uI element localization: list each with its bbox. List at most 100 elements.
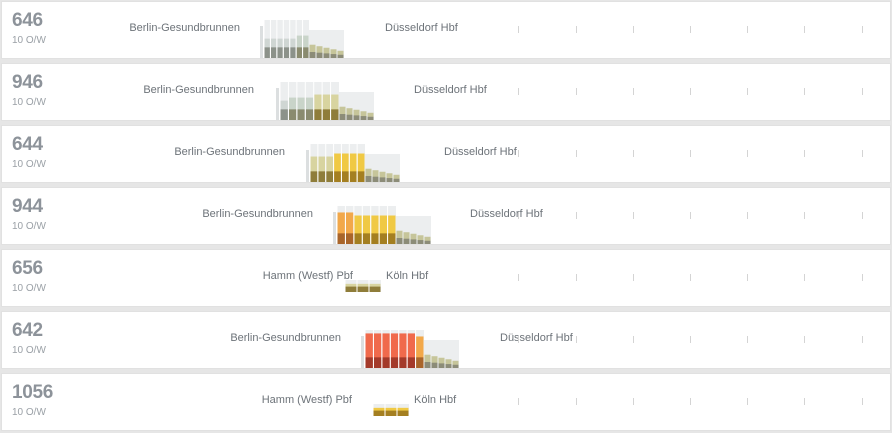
tail-bar-bottom [365,176,372,182]
occupancy-bar-bottom [390,357,399,368]
chart-lead-in [361,336,364,368]
occupancy-bar-bottom [322,109,331,120]
origin-station: Berlin-Gesundbrunnen [230,332,341,344]
timeline-ticks [2,126,890,182]
timeline-tick [576,336,577,343]
tail-bar-bottom [396,238,403,244]
timeline-tick [633,398,634,405]
timeline-tick [747,150,748,157]
occupancy-bar-bottom [337,233,345,244]
occupancy-chart [276,64,378,120]
occupancy-bar-top [322,94,331,120]
occupancy-bar-bottom [354,233,362,244]
timeline-tick [518,212,519,219]
timeline-tick [576,26,577,33]
timeline-tick [747,398,748,405]
occupancy-chart [333,188,435,244]
timeline-tick [690,274,691,281]
tail-background [330,30,337,58]
occupancy-chart-svg [306,144,400,182]
occupancy-chart [344,250,385,306]
tail-bar [417,235,424,244]
train-row[interactable]: 644 10 O/W Berlin-Gesundbrunnen Düsseldorf … [2,126,890,182]
train-row[interactable]: 646 10 O/W Berlin-Gesundbrunnen Düsseldorf … [2,2,890,58]
occupancy-bar-top [416,336,424,368]
destination-station: Düsseldorf Hbf [414,84,487,96]
occupancy-bar-bottom [296,47,303,58]
tail-background [417,216,424,244]
tail-bar-bottom [424,240,431,244]
tail-bar [330,49,337,58]
tail-bar [309,44,316,58]
timeline-ticks [2,188,890,244]
occupancy-bar-bottom [369,286,381,292]
timeline-tick [690,212,691,219]
tail-bar [316,46,323,58]
occupancy-bar-top [373,333,382,368]
timeline-tick [804,150,805,157]
train-row[interactable]: 656 10 O/W Hamm (Westf) Pbf Köln Hbf [2,250,890,306]
timeline-tick [690,336,691,343]
tail-bar-bottom [438,363,445,368]
occupancy-chart-svg [344,280,381,292]
train-row[interactable]: 946 10 O/W Berlin-Gesundbrunnen Düsseldorf … [2,64,890,120]
tail-background [424,216,431,244]
timeline-tick [804,336,805,343]
chart-lead-in [260,26,263,58]
occupancy-bar-bottom [334,171,341,182]
occupancy-chart-svg [260,20,344,58]
occupancy-bar-bottom [297,109,305,120]
timeline-tick [576,398,577,405]
timeline-ticks [2,64,890,120]
timeline-tick [518,274,519,281]
tail-bar [367,112,374,120]
occupancy-bar-bottom [283,47,290,58]
tail-bar-bottom [316,52,323,58]
timeline-ticks [2,374,890,430]
tail-bar-bottom [337,54,344,58]
tail-bar [386,173,393,182]
tail-bar [431,356,438,368]
occupancy-bar-bottom [270,47,277,58]
destination-station: Köln Hbf [414,394,457,406]
occupancy-bar-bottom [385,410,397,416]
timeline-tick [576,88,577,95]
destination-station: Düsseldorf Hbf [385,22,458,34]
tail-bar [353,109,360,120]
occupancy-bar-bottom [388,233,396,244]
train-number: 1056 [12,382,54,403]
occupancy-bar-top [310,156,318,182]
tail-bar-bottom [386,178,393,182]
tail-bar-bottom [379,177,386,182]
tail-background [445,340,452,368]
occupancy-bar-top [296,35,303,58]
train-number: 644 [12,134,43,155]
train-row[interactable]: 1056 10 O/W Hamm (Westf) Pbf Köln Hbf [2,374,890,430]
origin-station: Berlin-Gesundbrunnen [202,208,313,220]
tail-bar-bottom [360,116,367,120]
occupancy-bar-top [388,215,396,244]
occupancy-bar-top [382,333,390,368]
train-row[interactable]: 642 10 O/W Berlin-Gesundbrunnen Düsseldorf … [2,312,890,368]
tail-bar [452,360,459,368]
tail-background [393,154,400,182]
occupancy-bar-top [326,156,334,182]
timeline-tick [747,26,748,33]
origin-station: Berlin-Gesundbrunnen [129,22,240,34]
tail-bar-bottom [367,116,374,120]
timeline-tick [862,26,863,33]
timeline-tick [862,212,863,219]
timeline-ticks [2,312,890,368]
occupancy-bar-bottom [345,233,354,244]
tail-bar-bottom [346,114,353,120]
occupancy-chart-svg [372,404,409,416]
occupancy-bar-bottom [373,357,382,368]
tail-bar-bottom [431,362,438,368]
train-row[interactable]: 944 10 O/W Berlin-Gesundbrunnen Düsseldorf … [2,188,890,244]
occupancy-bar-top [337,212,345,244]
tail-background [431,340,438,368]
train-number: 946 [12,72,43,93]
direction-label: 10 O/W [12,345,46,356]
occupancy-bar-bottom [397,410,409,416]
tail-bar [379,171,386,182]
